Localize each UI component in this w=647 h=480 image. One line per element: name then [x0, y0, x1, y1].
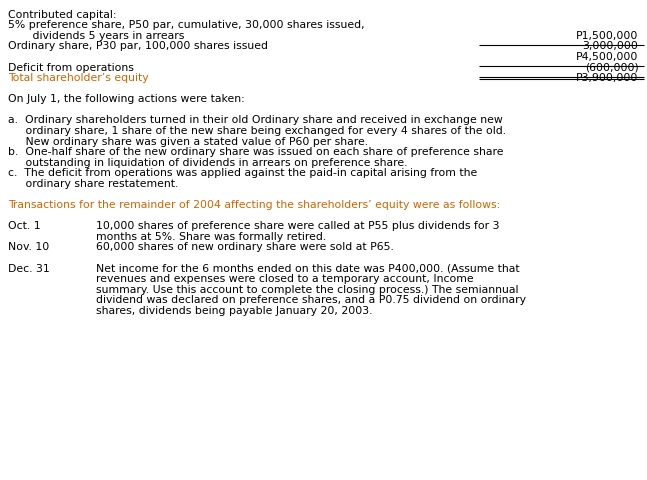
Text: Ordinary share, P30 par, 100,000 shares issued: Ordinary share, P30 par, 100,000 shares …	[8, 41, 269, 51]
Text: New ordinary share was given a stated value of P60 per share.: New ordinary share was given a stated va…	[8, 136, 369, 146]
Text: revenues and expenses were closed to a temporary account, Income: revenues and expenses were closed to a t…	[96, 274, 474, 284]
Text: Transactions for the remainder of 2004 affecting the shareholders’ equity were a: Transactions for the remainder of 2004 a…	[8, 200, 501, 210]
Text: ordinary share, 1 share of the new share being exchanged for every 4 shares of t: ordinary share, 1 share of the new share…	[8, 126, 507, 136]
Text: (600,000): (600,000)	[585, 62, 639, 72]
Text: Nov. 10: Nov. 10	[8, 242, 50, 252]
Text: months at 5%. Share was formally retired.: months at 5%. Share was formally retired…	[96, 231, 326, 241]
Text: 3,000,000: 3,000,000	[583, 41, 639, 51]
Text: 5% preference share, P50 par, cumulative, 30,000 shares issued,: 5% preference share, P50 par, cumulative…	[8, 20, 365, 30]
Text: ordinary share restatement.: ordinary share restatement.	[8, 179, 179, 189]
Text: summary. Use this account to complete the closing process.) The semiannual: summary. Use this account to complete th…	[96, 284, 518, 294]
Text: P3,900,000: P3,900,000	[576, 73, 639, 83]
Text: Dec. 31: Dec. 31	[8, 263, 50, 273]
Text: b.  One-half share of the new ordinary share was issued on each share of prefere: b. One-half share of the new ordinary sh…	[8, 147, 504, 157]
Text: Oct. 1: Oct. 1	[8, 221, 41, 231]
Text: c.  The deficit from operations was applied against the paid-in capital arising : c. The deficit from operations was appli…	[8, 168, 477, 178]
Text: outstanding in liquidation of dividends in arrears on preference share.: outstanding in liquidation of dividends …	[8, 157, 408, 168]
Text: dividends 5 years in arrears: dividends 5 years in arrears	[8, 31, 185, 41]
Text: On July 1, the following actions were taken:: On July 1, the following actions were ta…	[8, 94, 245, 104]
Text: shares, dividends being payable January 20, 2003.: shares, dividends being payable January …	[96, 305, 372, 315]
Text: Deficit from operations: Deficit from operations	[8, 62, 135, 72]
Text: Net income for the 6 months ended on this date was P400,000. (Assume that: Net income for the 6 months ended on thi…	[96, 263, 520, 273]
Text: 10,000 shares of preference share were called at P55 plus dividends for 3: 10,000 shares of preference share were c…	[96, 221, 499, 231]
Text: a.  Ordinary shareholders turned in their old Ordinary share and received in exc: a. Ordinary shareholders turned in their…	[8, 115, 503, 125]
Text: dividend was declared on preference shares, and a P0.75 dividend on ordinary: dividend was declared on preference shar…	[96, 295, 526, 305]
Text: Total shareholder’s equity: Total shareholder’s equity	[8, 73, 149, 83]
Text: Contributed capital:: Contributed capital:	[8, 10, 117, 20]
Text: P4,500,000: P4,500,000	[576, 52, 639, 62]
Text: P1,500,000: P1,500,000	[576, 31, 639, 41]
Text: 60,000 shares of new ordinary share were sold at P65.: 60,000 shares of new ordinary share were…	[96, 242, 393, 252]
